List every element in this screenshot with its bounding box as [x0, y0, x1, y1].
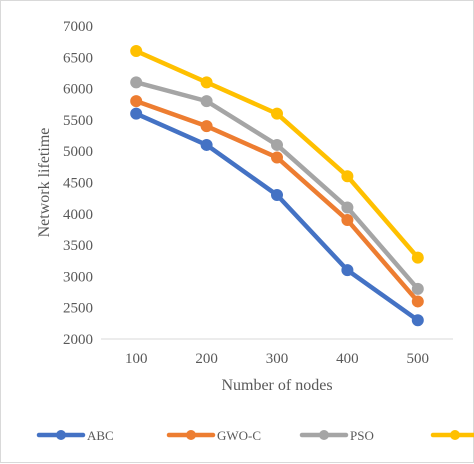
legend-swatch-marker — [319, 430, 329, 440]
data-point — [271, 107, 283, 120]
y-tick-label: 2500 — [63, 301, 93, 317]
data-point — [341, 214, 354, 227]
x-tick-label: 400 — [336, 351, 359, 367]
data-point — [341, 201, 354, 214]
data-point — [130, 107, 143, 120]
data-point — [200, 138, 213, 151]
legend-swatch-marker — [186, 430, 196, 440]
series-layer — [130, 45, 424, 327]
series-group — [130, 107, 424, 327]
data-point — [130, 76, 143, 89]
legend-item: DHO-APTEEN — [430, 430, 474, 440]
data-point — [130, 95, 143, 108]
legend-swatch-marker — [56, 430, 66, 440]
data-point — [130, 45, 143, 58]
y-tick-label: 3000 — [63, 269, 93, 285]
legend-swatch-marker — [450, 430, 460, 440]
data-point — [411, 295, 424, 308]
legend-item: PSO — [299, 428, 374, 443]
y-tick-label: 4500 — [63, 176, 93, 192]
data-point — [271, 189, 283, 202]
data-point — [411, 282, 424, 295]
y-tick-label: 5500 — [63, 113, 93, 129]
x-tick-label: 100 — [125, 351, 148, 367]
data-point — [271, 138, 283, 151]
data-point — [411, 314, 424, 327]
data-point — [200, 120, 213, 133]
y-tick-label: 2000 — [63, 332, 93, 348]
data-point — [200, 95, 213, 108]
x-tick-label: 500 — [407, 351, 430, 367]
x-tick-label: 300 — [266, 351, 289, 367]
data-point — [271, 151, 283, 164]
y-tick-label: 5000 — [63, 144, 93, 160]
y-tick-label: 6000 — [63, 82, 93, 98]
y-tick-label: 7000 — [63, 19, 93, 35]
x-tick-label: 200 — [195, 351, 218, 367]
y-tick-label: 4000 — [63, 207, 93, 223]
legend: ABC GWO-C PSO DHO-APTEEN — [36, 428, 474, 443]
x-axis-title: Number of nodes — [221, 377, 332, 394]
series-group — [130, 76, 424, 295]
series-group — [130, 95, 424, 308]
data-point — [200, 76, 213, 89]
legend-label: GWO-C — [217, 428, 261, 443]
y-axis-ticks: 2000 2500 3000 3500 4000 4500 5000 5500 6000 6500… — [63, 19, 93, 348]
legend-item: GWO-C — [166, 428, 261, 443]
legend-item: ABC — [36, 428, 114, 443]
data-point — [341, 264, 354, 277]
series-group — [130, 45, 424, 264]
y-axis-title: Network lifetime — [36, 128, 53, 238]
x-axis-ticks: 100 200 300 400 500 — [125, 351, 429, 367]
data-point — [341, 170, 354, 183]
y-tick-label: 6500 — [63, 50, 93, 66]
data-point — [411, 251, 424, 264]
legend-label: ABC — [87, 428, 114, 443]
y-tick-label: 3500 — [63, 238, 93, 254]
legend-label: PSO — [350, 428, 374, 443]
